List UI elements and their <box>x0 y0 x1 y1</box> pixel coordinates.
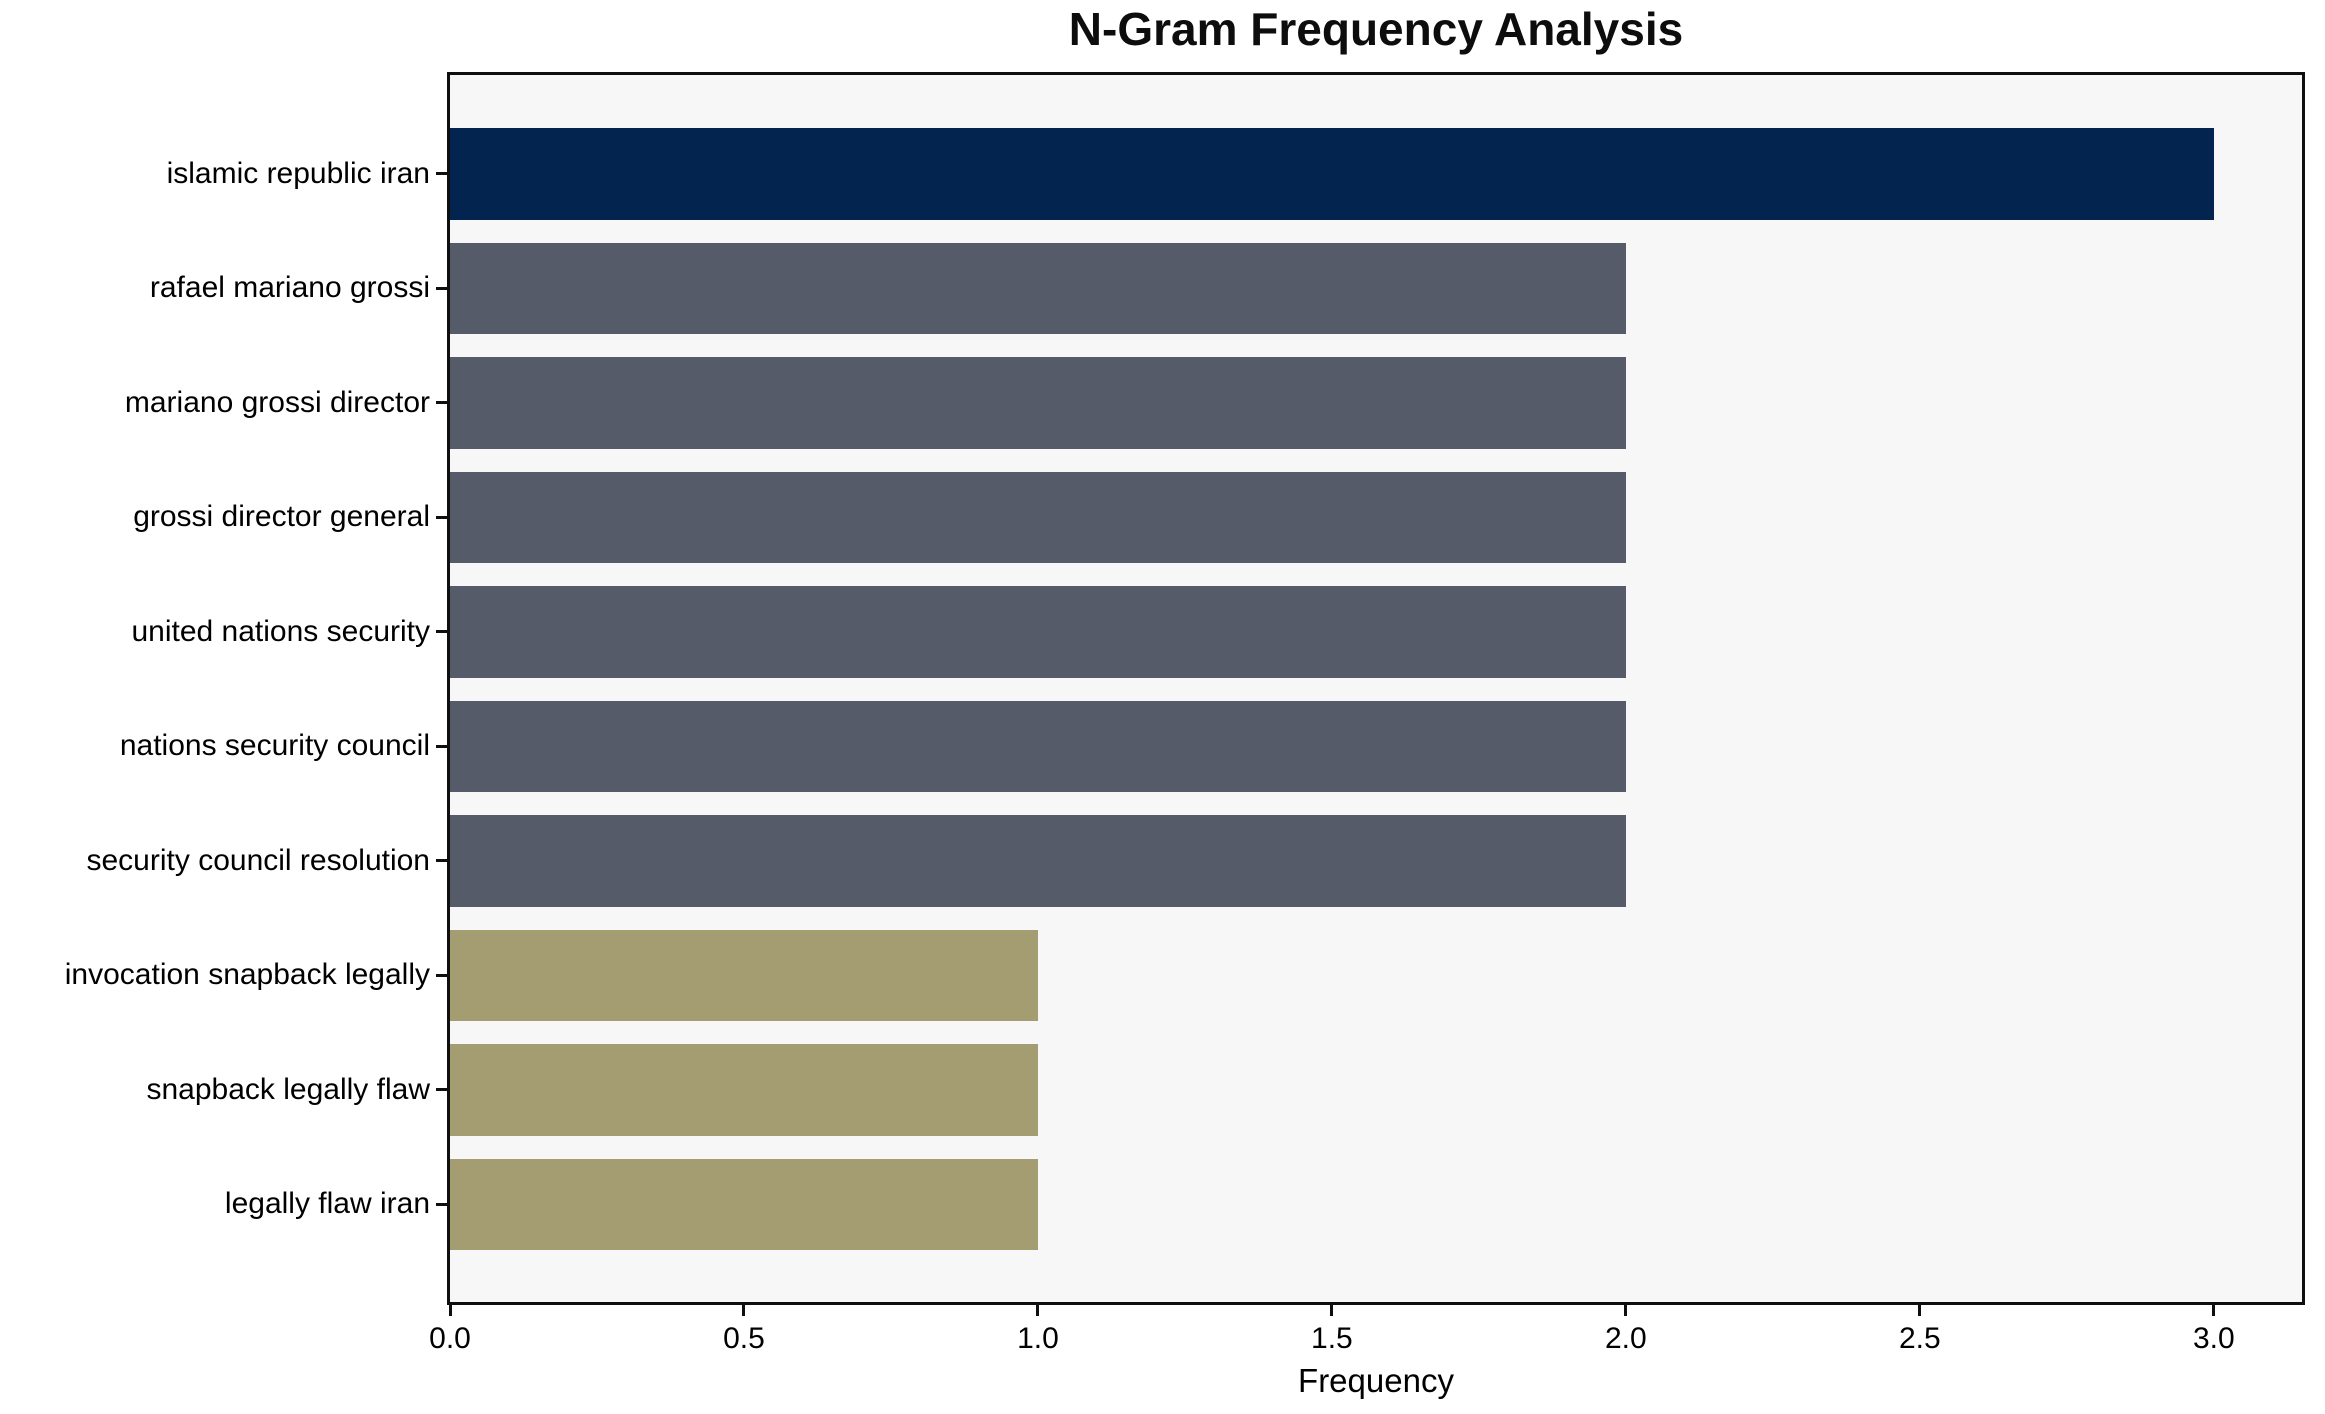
plot-area <box>447 72 2305 1305</box>
y-tick-mark <box>436 401 447 405</box>
x-tick-mark <box>1330 1305 1334 1316</box>
y-tick-mark <box>436 859 447 863</box>
y-label-united-nations-security: united nations security <box>131 614 430 648</box>
x-tick-label-0.0: 0.0 <box>429 1322 471 1355</box>
y-label-mariano-grossi-director: mariano grossi director <box>124 385 430 419</box>
x-tick-mark <box>742 1305 746 1316</box>
bar-grossi-director-general <box>450 471 1626 563</box>
y-label-invocation-snapback-legally: invocation snapback legally <box>64 958 430 992</box>
x-tick-mark <box>1918 1305 1922 1316</box>
x-tick-mark <box>1036 1305 1040 1316</box>
x-tick-label-2.5: 2.5 <box>1898 1322 1941 1355</box>
y-tick-mark <box>436 973 447 977</box>
y-label-nations-security-council: nations security council <box>119 729 430 763</box>
y-tick-mark <box>436 744 447 748</box>
bar-nations-security-council <box>450 700 1626 792</box>
bar-mariano-grossi-director <box>450 357 1626 449</box>
y-label-islamic-republic-iran: islamic republic iran <box>166 156 430 190</box>
x-tick-label-3.0: 3.0 <box>2192 1322 2235 1355</box>
bar-united-nations-security <box>450 586 1626 678</box>
x-tick-mark <box>2212 1305 2216 1316</box>
x-tick-mark <box>448 1305 452 1316</box>
y-label-legally-flaw-iran: legally flaw iran <box>224 1187 430 1221</box>
bar-islamic-republic-iran <box>450 128 2214 220</box>
bar-rafael-mariano-grossi <box>450 242 1626 334</box>
bar-invocation-snapback-legally <box>450 929 1038 1021</box>
bar-legally-flaw-iran <box>450 1158 1038 1250</box>
y-label-snapback-legally-flaw: snapback legally flaw <box>146 1072 431 1106</box>
y-label-rafael-mariano-grossi: rafael mariano grossi <box>149 271 430 305</box>
y-label-grossi-director-general: grossi director general <box>133 500 430 534</box>
y-tick-mark <box>436 515 447 519</box>
y-tick-mark <box>436 1202 447 1206</box>
x-tick-label-1.0: 1.0 <box>1017 1322 1059 1355</box>
y-tick-mark <box>436 630 447 634</box>
y-tick-mark <box>436 1088 447 1092</box>
bar-snapback-legally-flaw <box>450 1044 1038 1136</box>
x-tick-label-1.5: 1.5 <box>1311 1322 1353 1355</box>
x-axis-title: Frequency <box>1298 1362 1454 1399</box>
y-label-security-council-resolution: security council resolution <box>86 843 431 877</box>
x-tick-mark <box>1624 1305 1628 1316</box>
y-tick-mark <box>436 172 447 176</box>
x-tick-label-0.5: 0.5 <box>723 1322 765 1355</box>
chart-title: N-Gram Frequency Analysis <box>1068 3 1684 55</box>
x-tick-label-2.0: 2.0 <box>1605 1322 1647 1355</box>
bar-security-council-resolution <box>450 815 1626 907</box>
y-tick-mark <box>436 286 447 290</box>
